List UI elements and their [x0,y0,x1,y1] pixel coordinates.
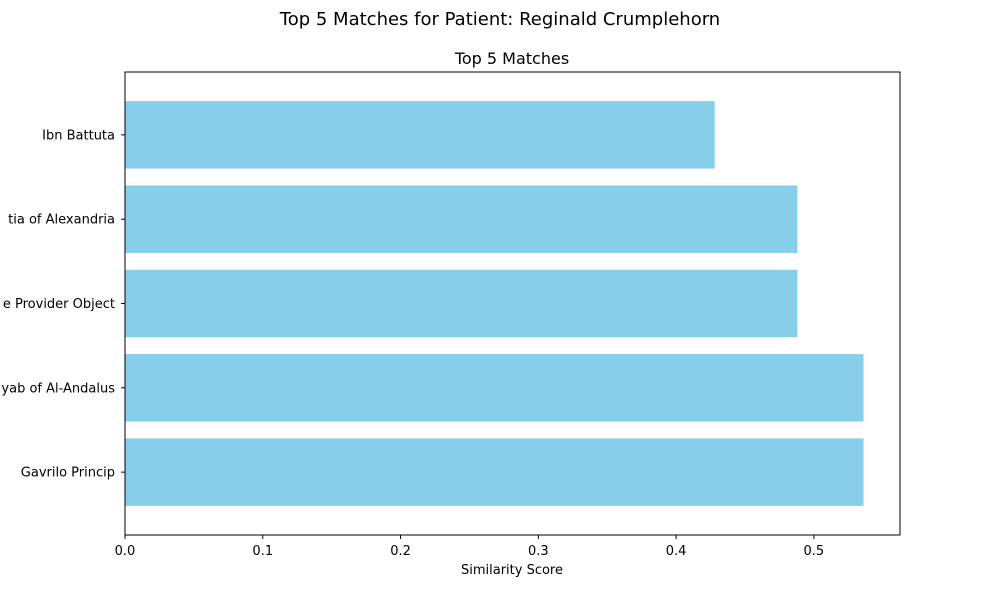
x-tick-label: 0.2 [390,544,411,559]
bar [125,438,864,506]
x-axis-ticks: 0.0 0.1 0.2 0.3 0.4 0.5 [115,535,825,559]
bars-group [125,101,864,506]
figure-suptitle: Top 5 Matches for Patient: Reginald Crum… [279,9,721,30]
chart-title: Top 5 Matches [454,49,569,68]
bar [125,101,715,169]
bar [125,185,798,253]
bar [125,269,798,338]
y-tick-label: Ibn Battuta [42,128,115,143]
x-tick-label: 0.0 [115,544,136,559]
plot-frame [124,71,901,536]
x-axis-label: Similarity Score [461,563,563,578]
x-tick-label: 0.3 [528,544,549,559]
y-tick-label: Gavrilo Princip [21,466,115,481]
y-tick-label: tia of Alexandria [8,213,115,228]
y-axis-ticks: Ibn Battuta tia of Alexandria e Provider O… [1,128,125,481]
x-tick-label: 0.4 [666,544,687,559]
x-tick-label: 0.5 [804,544,825,559]
bar [125,354,864,422]
y-tick-label: yab of Al-Andalus [1,381,115,396]
x-tick-label: 0.1 [252,544,273,559]
y-tick-label: e Provider Object [3,297,115,312]
